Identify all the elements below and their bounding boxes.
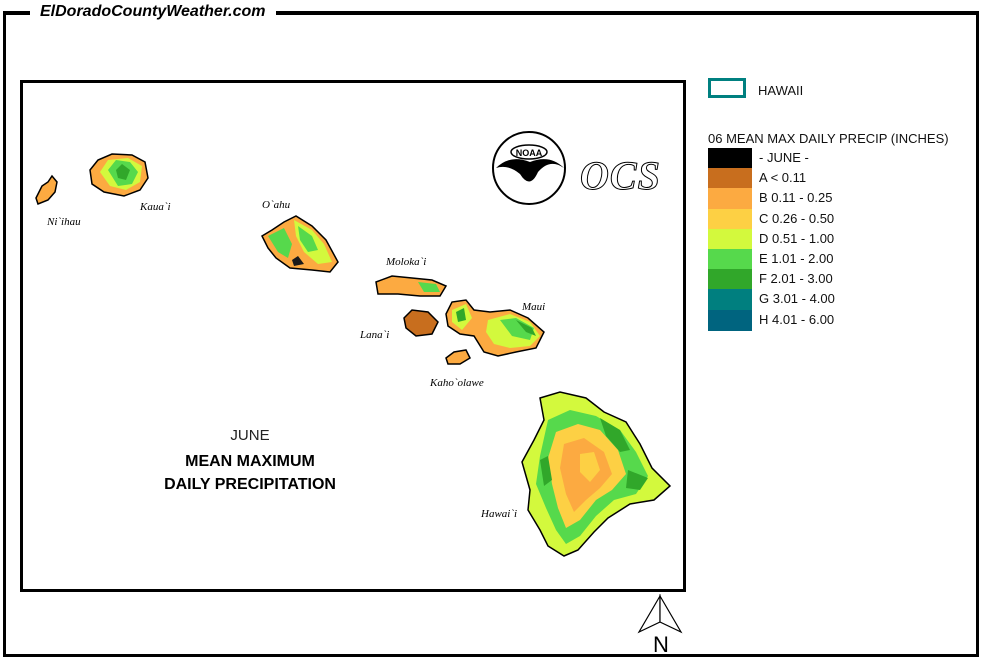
legend-swatch [708, 188, 752, 210]
outer-frame [3, 12, 979, 657]
island-kauai [89, 153, 149, 197]
legend-swatch [708, 148, 752, 169]
legend-swatch [708, 289, 752, 311]
legend-boundary-swatch [708, 78, 746, 98]
island-hawaii [521, 391, 672, 557]
legend-item: - JUNE - [708, 148, 981, 169]
island-label-kauai: Kaua`i [140, 201, 171, 213]
island-molokai [375, 275, 448, 297]
legend-item: D 0.51 - 1.00 [708, 228, 981, 250]
map-title-line2: DAILY PRECIPITATION [164, 476, 336, 493]
island-label-maui: Maui [522, 301, 546, 313]
north-label: N [653, 632, 669, 657]
legend-label: A < 0.11 [759, 170, 807, 186]
legend-swatch [708, 208, 752, 230]
island-label-oahu: O`ahu [262, 199, 291, 211]
legend-item: C 0.26 - 0.50 [708, 208, 981, 230]
site-name: ElDoradoCountyWeather.com [40, 3, 266, 20]
island-label-molokai: Moloka`i [386, 256, 427, 268]
island-label-hawaii: Hawai`i [481, 508, 518, 520]
legend-item: G 3.01 - 4.00 [708, 289, 981, 311]
island-label-lanai: Lana`i [360, 329, 390, 341]
island-niihau [35, 174, 58, 205]
island-label-kahoolawe: Kaho`olawe [430, 377, 484, 389]
legend-boundary-label: HAWAII [758, 83, 804, 98]
legend-item: E 1.01 - 2.00 [708, 249, 981, 270]
legend-label: D 0.51 - 1.00 [759, 230, 835, 246]
north-arrow-icon: N [637, 594, 683, 657]
island-kahoolawe [445, 349, 471, 365]
legend-title: 06 MEAN MAX DAILY PRECIP (INCHES) [708, 131, 949, 146]
map-title-line1: MEAN MAXIMUM [185, 453, 315, 470]
noaa-logo: NOAA [492, 131, 566, 205]
legend-swatch [708, 249, 752, 270]
legend-item: B 0.11 - 0.25 [708, 188, 981, 210]
frame-divider [3, 11, 30, 15]
legend-swatch [708, 168, 752, 190]
legend-label: H 4.01 - 6.00 [759, 311, 835, 327]
legend-label: C 0.26 - 0.50 [759, 210, 835, 226]
legend-label: F 2.01 - 3.00 [759, 271, 833, 287]
legend-label: B 0.11 - 0.25 [759, 190, 833, 206]
legend-swatch [708, 228, 752, 250]
legend-swatch [708, 269, 752, 291]
map-title: MEAN MAXIMUM DAILY PRECIPITATION [130, 450, 370, 496]
legend-swatch [708, 309, 752, 331]
island-oahu [261, 215, 339, 273]
noaa-logo-text: NOAA [516, 148, 543, 158]
legend-label: - JUNE - [759, 150, 809, 165]
frame-divider [276, 11, 979, 15]
ocs-logo: OCS [580, 153, 661, 199]
map-title-month: JUNE [230, 427, 270, 444]
legend-label: G 3.01 - 4.00 [759, 291, 835, 307]
island-lanai [403, 309, 439, 337]
map-panel [20, 80, 686, 592]
legend-item: H 4.01 - 6.00 [708, 309, 981, 331]
legend-item: A < 0.11 [708, 168, 981, 190]
legend-item: F 2.01 - 3.00 [708, 269, 981, 291]
island-label-niihau: Ni`ihau [47, 216, 81, 228]
legend-label: E 1.01 - 2.00 [759, 251, 834, 266]
island-maui [445, 299, 545, 357]
